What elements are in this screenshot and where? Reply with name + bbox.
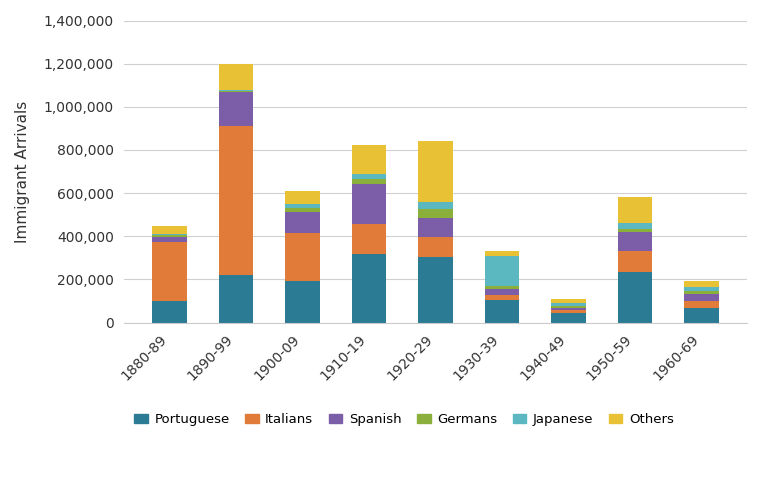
Bar — [551, 299, 586, 303]
Bar — [551, 307, 586, 310]
Bar — [418, 209, 453, 218]
Bar — [485, 289, 519, 295]
Bar — [617, 272, 652, 323]
Bar — [285, 212, 319, 233]
Bar — [351, 224, 386, 254]
Bar — [219, 91, 253, 92]
Bar — [684, 307, 719, 323]
Bar — [285, 233, 319, 281]
Legend: Portuguese, Italians, Spanish, Germans, Japanese, Others: Portuguese, Italians, Spanish, Germans, … — [130, 408, 679, 431]
Bar — [351, 254, 386, 323]
Bar — [219, 275, 253, 323]
Bar — [285, 208, 319, 212]
Bar — [219, 92, 253, 127]
Bar — [617, 232, 652, 251]
Bar — [485, 300, 519, 323]
Bar — [152, 237, 187, 242]
Bar — [418, 218, 453, 237]
Bar — [617, 223, 652, 229]
Bar — [485, 295, 519, 300]
Bar — [418, 141, 453, 203]
Bar — [152, 235, 187, 237]
Bar — [351, 184, 386, 224]
Bar — [351, 146, 386, 173]
Bar — [684, 287, 719, 291]
Bar — [418, 258, 453, 323]
Bar — [551, 313, 586, 323]
Bar — [684, 281, 719, 287]
Bar — [617, 198, 652, 223]
Bar — [551, 310, 586, 313]
Bar — [285, 204, 319, 208]
Bar — [551, 306, 586, 307]
Bar — [684, 293, 719, 301]
Bar — [485, 256, 519, 286]
Bar — [219, 90, 253, 91]
Y-axis label: Immigrant Arrivals: Immigrant Arrivals — [15, 100, 30, 243]
Bar — [152, 234, 187, 235]
Bar — [684, 291, 719, 293]
Bar — [617, 229, 652, 232]
Bar — [219, 64, 253, 90]
Bar — [418, 203, 453, 209]
Bar — [684, 301, 719, 307]
Bar — [219, 127, 253, 275]
Bar — [351, 179, 386, 184]
Bar — [152, 226, 187, 234]
Bar — [152, 242, 187, 301]
Bar — [485, 286, 519, 289]
Bar — [485, 251, 519, 256]
Bar — [551, 303, 586, 306]
Bar — [285, 281, 319, 323]
Bar — [617, 251, 652, 272]
Bar — [285, 191, 319, 204]
Bar — [418, 237, 453, 258]
Bar — [152, 301, 187, 323]
Bar — [351, 173, 386, 179]
